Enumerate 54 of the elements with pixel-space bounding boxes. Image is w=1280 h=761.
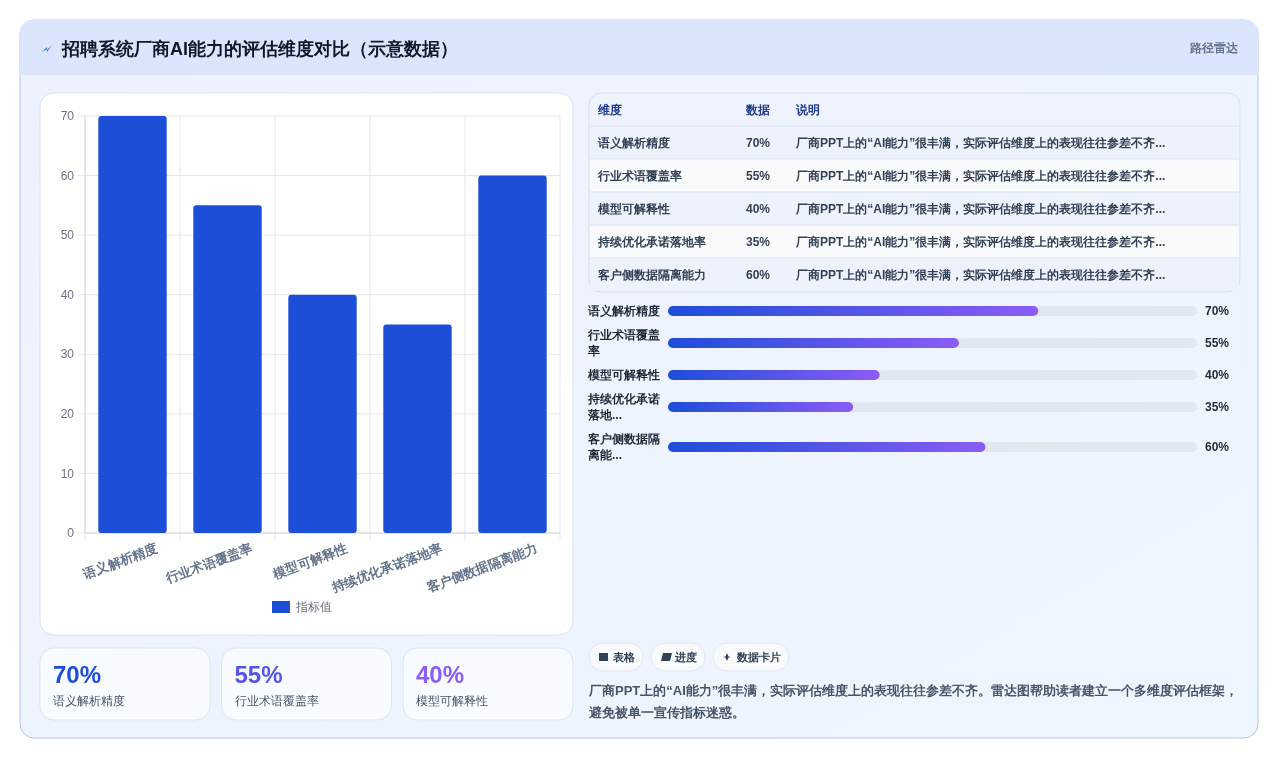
bar [478, 175, 547, 533]
category-label: 客户侧数据隔离能力 [597, 267, 706, 282]
y-tick-label: 10 [60, 466, 75, 481]
chart-title: 招聘系统厂商AI能力的评估维度对比（示意数据） [61, 39, 458, 60]
y-tick-label: 70 [60, 109, 75, 124]
y-tick-label: 20 [60, 407, 75, 422]
text: 60% [746, 267, 771, 282]
legend-label: 指标值 [295, 600, 332, 615]
y-tick-label: 客户侧数据隔离能... [587, 432, 660, 463]
y-tick-label: 0 [67, 526, 75, 541]
bar [288, 294, 357, 533]
text: 40% [416, 661, 465, 689]
category-label: 行业术语覆盖率 [597, 168, 682, 183]
y-tick-label: 模型可解释性 [587, 368, 660, 383]
data-label: 70% [1205, 304, 1230, 319]
bar [383, 324, 452, 533]
x-tick-label: 行业术语覆盖率 [162, 540, 255, 587]
text: 40% [746, 201, 771, 216]
text: 厂商PPT上的“AI能力”很丰满，实际评估维度上的表现往往参差不齐... [795, 234, 1166, 249]
y-tick-label: 30 [60, 347, 75, 362]
data-label: 60% [1205, 440, 1230, 455]
text: 厂商PPT上的“AI能力”很丰满，实际评估维度上的表现往往参差不齐... [795, 168, 1166, 183]
text: 35% [746, 234, 771, 249]
text: 厂商PPT上的“AI能力”很丰满，实际评估维度上的表现往往参差不齐。雷达图帮助读者建立一个多维度评估框架，避免被单一宣传指标迷惑。 [588, 682, 1239, 720]
text: 55% [746, 168, 771, 183]
y-tick-label: 持续优化承诺落地... [587, 392, 660, 423]
y-tick-label: 60 [60, 168, 75, 183]
category-label: 模型可解释性 [416, 694, 488, 709]
text: 70% [53, 661, 102, 689]
category-label: 模型可解释性 [597, 201, 670, 216]
text: 数据卡片 [736, 650, 781, 663]
category-label: 行业术语覆盖率 [234, 694, 319, 709]
text: 55% [234, 661, 283, 689]
data-label: 40% [1205, 368, 1230, 383]
text: 厂商PPT上的“AI能力”很丰满，实际评估维度上的表现往往参差不齐... [795, 135, 1166, 150]
text: 表格 [612, 650, 636, 663]
y-tick-label: 50 [60, 228, 75, 243]
y-tick-label: 行业术语覆盖率 [587, 328, 660, 359]
bar [98, 116, 167, 533]
y-tick-label: 语义解析精度 [587, 304, 660, 319]
data-label: 35% [1205, 400, 1230, 415]
text: 说明 [795, 103, 820, 118]
text: 厂商PPT上的“AI能力”很丰满，实际评估维度上的表现往往参差不齐... [795, 267, 1166, 282]
text: 路径雷达 [1189, 41, 1239, 56]
category-label: 持续优化承诺落地率 [597, 234, 706, 249]
text: 维度 [597, 103, 622, 118]
y-tick-label: 40 [60, 287, 75, 302]
text: 厂商PPT上的“AI能力”很丰满，实际评估维度上的表现往往参差不齐... [795, 201, 1166, 216]
text: 进度 [674, 650, 697, 663]
category-label: 语义解析精度 [597, 135, 670, 150]
text: 70% [746, 135, 771, 150]
data-label: 55% [1205, 336, 1230, 351]
bar [193, 205, 262, 533]
text: 数据 [745, 103, 770, 118]
